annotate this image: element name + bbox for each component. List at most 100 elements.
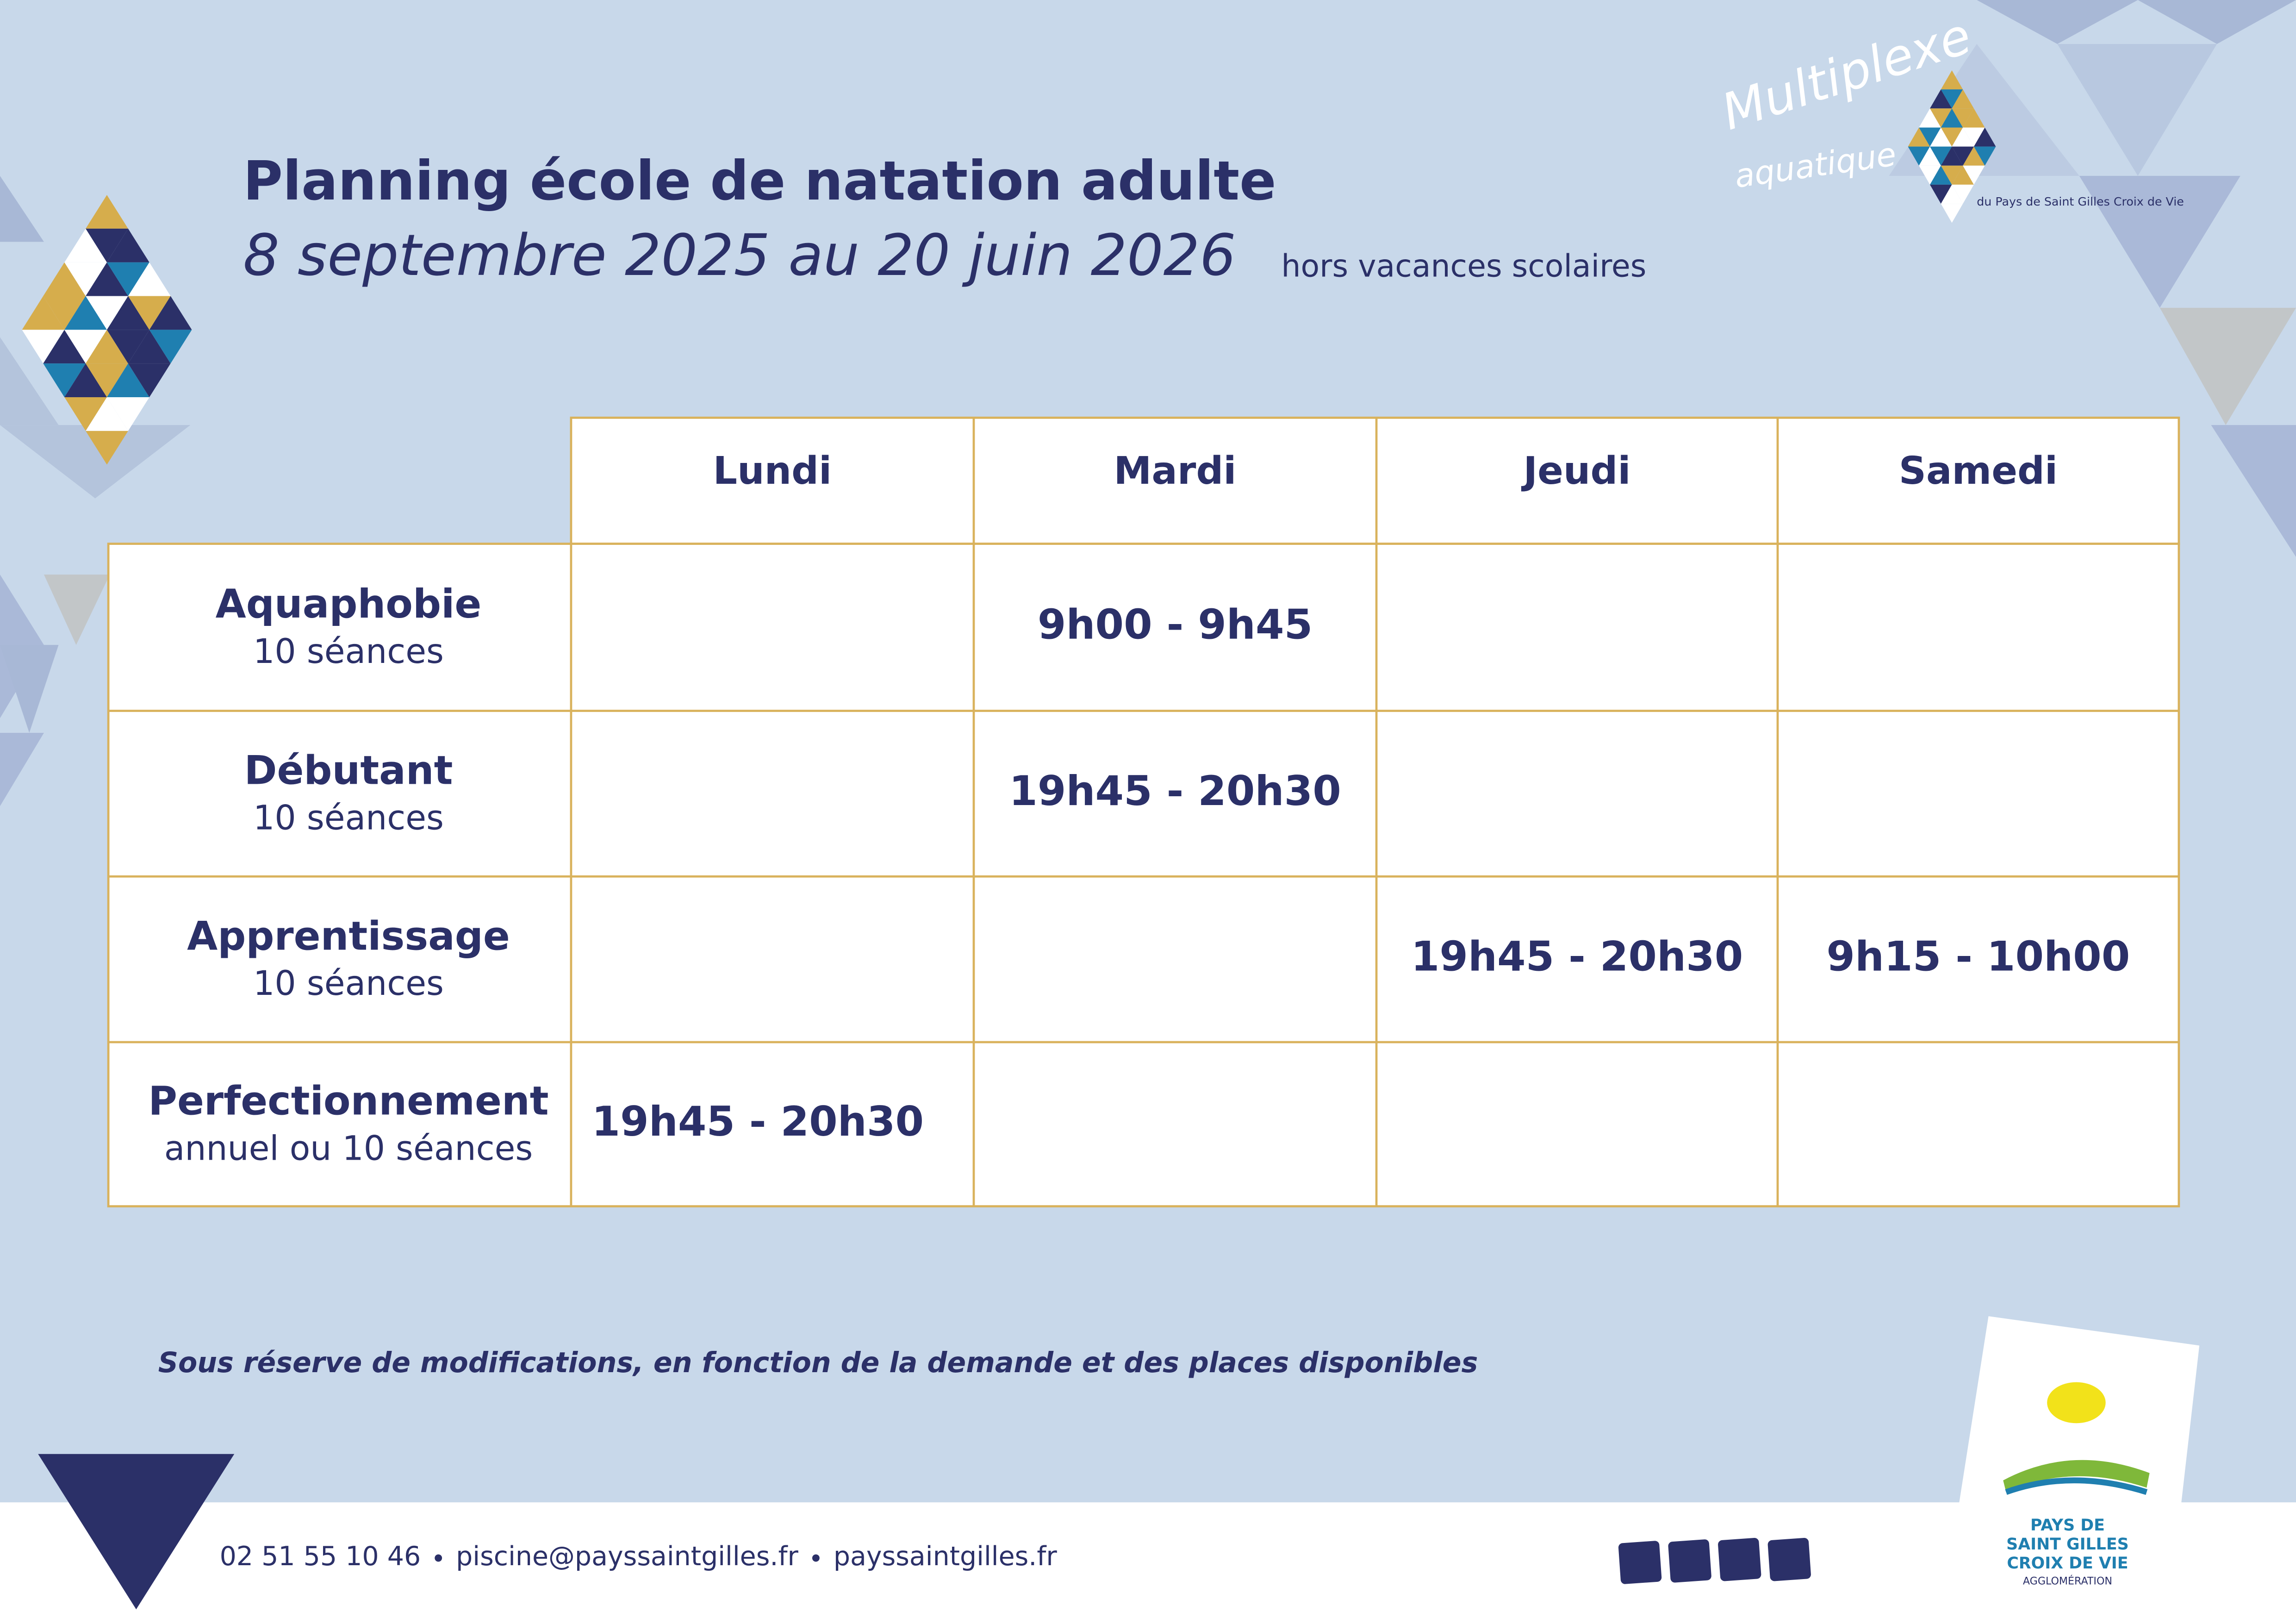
title: Planning école de natation adulte bbox=[243, 149, 1276, 212]
subtitle-note: hors vacances scolaires bbox=[1281, 248, 1646, 284]
logo-triangle bbox=[106, 363, 149, 398]
bg-triangle bbox=[2079, 175, 2240, 308]
logo-triangle bbox=[1941, 70, 1963, 90]
logo-triangle bbox=[1930, 184, 1952, 204]
logo-triangle bbox=[128, 262, 171, 296]
logo-triangle bbox=[149, 330, 192, 364]
logo-triangle bbox=[1963, 165, 1985, 185]
footer-band bbox=[0, 1502, 2296, 1624]
logo-triangle bbox=[64, 228, 107, 262]
logo-triangle bbox=[1963, 146, 1985, 166]
footer-triangle bbox=[38, 1454, 235, 1610]
logo-triangle bbox=[149, 296, 192, 330]
agglo-sun bbox=[2047, 1382, 2106, 1424]
logo-text: du Pays de Saint Gilles Croix de Vie bbox=[1977, 195, 2184, 208]
logo-triangle bbox=[1952, 165, 1974, 185]
logo-triangle bbox=[1952, 146, 1974, 166]
agglo-text: AGGLOMÉRATION bbox=[2023, 1574, 2112, 1587]
time-slot: 9h00 - 9h45 bbox=[1038, 600, 1313, 648]
contact: 02 51 55 10 46 piscine@payssaintgilles.fr… bbox=[220, 1541, 1058, 1572]
logo-triangle bbox=[1952, 89, 1974, 109]
bg-triangle bbox=[0, 425, 191, 499]
column-header: Samedi bbox=[1899, 449, 2058, 493]
bg-triangle bbox=[0, 175, 44, 242]
logo-triangle bbox=[1919, 146, 1941, 166]
bg-triangle bbox=[2138, 0, 2296, 44]
bg-triangle bbox=[2057, 44, 2217, 176]
logo-triangle bbox=[43, 363, 86, 398]
youtube-icon bbox=[1618, 1541, 1662, 1584]
logo-triangle bbox=[1919, 108, 1941, 128]
logo-triangle bbox=[1941, 184, 1963, 204]
logo-triangle bbox=[43, 262, 86, 296]
row-label: Débutant bbox=[244, 748, 453, 794]
logo-triangle bbox=[86, 397, 128, 431]
logo-triangle bbox=[86, 262, 128, 296]
agglo-card bbox=[1947, 1316, 2200, 1601]
table-body bbox=[107, 543, 2180, 1208]
bg-triangle bbox=[2159, 307, 2296, 425]
linkedin-icon bbox=[1718, 1538, 1761, 1581]
social-icons bbox=[1618, 1538, 1811, 1584]
column-header: Lundi bbox=[713, 449, 832, 493]
logo-triangle bbox=[106, 262, 149, 296]
instagram-icon bbox=[1767, 1538, 1811, 1581]
contact-item: 02 51 55 10 46 bbox=[220, 1541, 421, 1572]
logo-triangle bbox=[86, 296, 128, 330]
logo-triangle bbox=[64, 296, 107, 330]
logo-triangle bbox=[128, 330, 171, 364]
row-sublabel: 10 séances bbox=[253, 798, 444, 837]
logo-triangle bbox=[64, 330, 107, 364]
schedule-table: Lundi Mardi Jeudi Samedi Aquaphobie 10 séance… bbox=[107, 416, 2180, 1208]
row-sublabel: 10 séances bbox=[253, 632, 444, 671]
logo-triangle bbox=[106, 397, 149, 431]
logo-triangle bbox=[1941, 89, 1963, 109]
logo-triangle bbox=[128, 296, 171, 330]
logo-triangle bbox=[86, 363, 128, 398]
logo-triangle bbox=[86, 330, 128, 364]
header-row bbox=[570, 416, 2180, 545]
logo-triangle bbox=[64, 262, 107, 296]
logo-triangle bbox=[1930, 127, 1952, 147]
disclaimer: Sous réserve de modifications, en foncti… bbox=[158, 1347, 1478, 1379]
logo-triangle bbox=[106, 330, 149, 364]
time-slot: 9h15 - 10h00 bbox=[1826, 933, 2130, 981]
logo-triangle bbox=[1952, 184, 1974, 204]
row-label: Perfectionnement bbox=[148, 1078, 548, 1124]
logo-triangle bbox=[1908, 127, 1930, 147]
agglo-text: SAINT GILLES bbox=[2006, 1535, 2129, 1554]
logo-triangle bbox=[1952, 108, 1974, 128]
decoration bbox=[0, 0, 2296, 806]
logo-triangle bbox=[1941, 127, 1963, 147]
logo-triangle bbox=[1930, 89, 1952, 109]
bg-triangle bbox=[0, 645, 59, 733]
logo-triangle bbox=[43, 296, 86, 330]
logo-triangle bbox=[1919, 165, 1941, 185]
facebook-icon bbox=[1668, 1539, 1711, 1583]
bg-triangle bbox=[0, 733, 44, 806]
contact-item: payssaintgilles.fr bbox=[834, 1541, 1058, 1572]
logo-triangle bbox=[128, 363, 171, 398]
separator bbox=[812, 1554, 820, 1562]
row-label: Apprentissage bbox=[187, 913, 510, 959]
time-slot: 19h45 - 20h30 bbox=[1009, 767, 1341, 815]
bg-triangle bbox=[44, 575, 110, 645]
column-header: Mardi bbox=[1114, 449, 1237, 493]
logo-triangle bbox=[64, 363, 107, 398]
logo-triangle bbox=[22, 296, 65, 330]
agglo-text: PAYS DE bbox=[2030, 1516, 2105, 1535]
time-slot: 19h45 - 20h30 bbox=[592, 1098, 924, 1145]
logo-triangle bbox=[1919, 127, 1941, 147]
row-label: Aquaphobie bbox=[216, 581, 482, 627]
logo-triangle bbox=[1973, 127, 1996, 147]
logo-triangle bbox=[86, 431, 128, 465]
bg-triangle bbox=[1977, 0, 2138, 44]
row-sublabel: annuel ou 10 séances bbox=[164, 1129, 533, 1168]
logo-triangle bbox=[22, 330, 65, 364]
logo-triangle bbox=[106, 296, 149, 330]
logo-triangle bbox=[1930, 146, 1952, 166]
logo-triangle bbox=[106, 228, 149, 262]
agglo-text: CROIX DE VIE bbox=[2007, 1554, 2128, 1573]
logo-triangle bbox=[1973, 146, 1996, 166]
